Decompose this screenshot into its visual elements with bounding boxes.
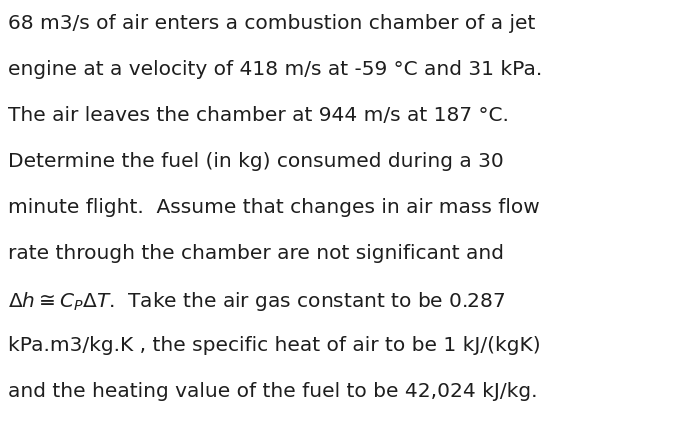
Text: minute flight.  Assume that changes in air mass flow: minute flight. Assume that changes in ai… — [8, 198, 540, 217]
Text: kPa.m3/kg.K , the specific heat of air to be 1 kJ/(kgK): kPa.m3/kg.K , the specific heat of air t… — [8, 336, 540, 355]
Text: The air leaves the chamber at 944 m/s at 187 °C.: The air leaves the chamber at 944 m/s at… — [8, 106, 509, 125]
Text: and the heating value of the fuel to be 42,024 kJ/kg.: and the heating value of the fuel to be … — [8, 382, 538, 401]
Text: rate through the chamber are not significant and: rate through the chamber are not signifi… — [8, 244, 504, 263]
Text: Determine the fuel (in kg) consumed during a 30: Determine the fuel (in kg) consumed duri… — [8, 152, 504, 171]
Text: 68 m3/s of air enters a combustion chamber of a jet: 68 m3/s of air enters a combustion chamb… — [8, 14, 536, 33]
Text: $\Delta h \cong C_P\Delta T$.  Take the air gas constant to be 0.287: $\Delta h \cong C_P\Delta T$. Take the a… — [8, 290, 505, 313]
Text: engine at a velocity of 418 m/s at -59 °C and 31 kPa.: engine at a velocity of 418 m/s at -59 °… — [8, 60, 542, 79]
